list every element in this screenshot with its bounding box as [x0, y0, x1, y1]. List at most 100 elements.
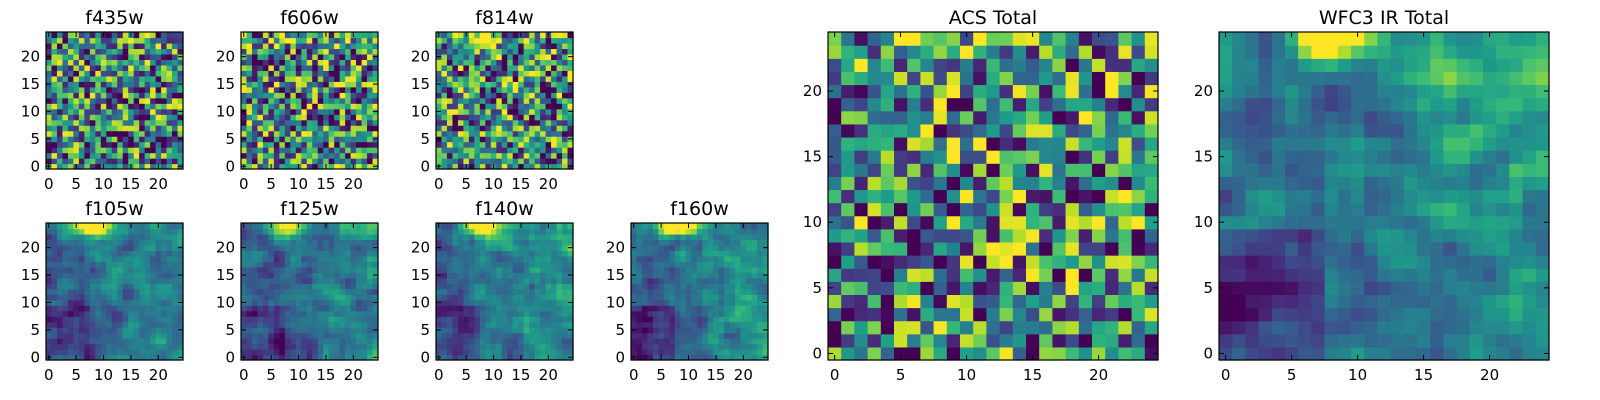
- heatmap-cell: [468, 48, 475, 55]
- heatmap-cell: [273, 349, 280, 356]
- heatmap-cell: [1012, 307, 1027, 322]
- heatmap-cell: [496, 349, 503, 356]
- heatmap-cell: [523, 250, 530, 257]
- heatmap-cell: [680, 250, 687, 257]
- heatmap-cell: [246, 310, 253, 317]
- heatmap-cell: [62, 239, 69, 246]
- heatmap-cell: [155, 349, 162, 356]
- heatmap-cell: [334, 53, 341, 60]
- heatmap-cell: [268, 81, 275, 88]
- heatmap-cell: [290, 255, 297, 262]
- heatmap-cell: [367, 283, 374, 290]
- heatmap-cell: [534, 283, 541, 290]
- heatmap-cell: [545, 158, 552, 165]
- heatmap-cell: [144, 233, 151, 241]
- heatmap-cell: [663, 233, 670, 241]
- heatmap-cell: [246, 294, 253, 301]
- y-tick-label: 10: [21, 293, 40, 311]
- heatmap-cell: [729, 332, 736, 339]
- heatmap-cell: [89, 239, 96, 246]
- heatmap-cell: [51, 108, 58, 115]
- heatmap-cell: [534, 75, 541, 82]
- heatmap-cell: [56, 310, 64, 317]
- heatmap-cell: [1118, 281, 1133, 295]
- heatmap-cell: [518, 277, 525, 284]
- heatmap-cell: [663, 283, 670, 290]
- heatmap-cell: [907, 307, 921, 322]
- heatmap-cell: [551, 37, 558, 44]
- heatmap-cell: [452, 266, 459, 273]
- heatmap-cell: [1012, 202, 1027, 217]
- axes-frame: [240, 31, 379, 170]
- heatmap-cell: [328, 163, 335, 170]
- heatmap-cell: [636, 354, 643, 361]
- heatmap-cell: [339, 163, 346, 170]
- heatmap-cell: [496, 103, 503, 110]
- heatmap-cell: [345, 277, 352, 284]
- heatmap-cell: [894, 189, 908, 204]
- heatmap-cell: [290, 147, 297, 154]
- heatmap-cell: [279, 32, 286, 39]
- heatmap-cell: [306, 239, 313, 246]
- heatmap-cell: [106, 343, 113, 350]
- heatmap-cell: [161, 53, 168, 60]
- heatmap-cell: [128, 42, 135, 50]
- heatmap-cell: [144, 141, 151, 148]
- heatmap-cell: [295, 48, 302, 55]
- heatmap-cell: [56, 163, 64, 170]
- heatmap-cell: [641, 349, 649, 356]
- heatmap-cell: [485, 332, 492, 339]
- heatmap-cell: [177, 228, 184, 235]
- heatmap-cell: [534, 32, 541, 39]
- heatmap-cell: [441, 228, 448, 235]
- heatmap-cell: [356, 299, 363, 306]
- heatmap-cell: [540, 266, 547, 273]
- heatmap-cell: [328, 310, 335, 317]
- heatmap-cell: [323, 277, 330, 284]
- heatmap-cell: [367, 244, 374, 251]
- heatmap-cell: [122, 228, 129, 235]
- heatmap-cell: [828, 150, 842, 164]
- heatmap-cell: [735, 288, 742, 295]
- heatmap-cell: [350, 272, 357, 279]
- heatmap-cell: [556, 152, 563, 159]
- heatmap-cell: [545, 239, 552, 246]
- heatmap-cell: [518, 255, 525, 262]
- heatmap-cell: [345, 266, 352, 273]
- heatmap-cell: [73, 338, 80, 345]
- panel-title: f140w: [475, 198, 534, 220]
- heatmap-cell: [894, 215, 908, 230]
- heatmap-cell: [691, 255, 698, 262]
- heatmap-cell: [457, 86, 464, 93]
- heatmap-cell: [496, 338, 503, 345]
- heatmap-cell: [841, 202, 855, 217]
- heatmap-cell: [735, 250, 742, 257]
- heatmap-cell: [562, 327, 569, 334]
- heatmap-cell: [84, 130, 91, 137]
- heatmap-cell: [636, 272, 643, 279]
- heatmap-cell: [177, 37, 184, 44]
- heatmap-cell: [84, 125, 91, 132]
- heatmap-cell: [474, 283, 481, 290]
- heatmap-cell: [567, 103, 574, 110]
- heatmap-cell: [284, 338, 291, 345]
- heatmap-cell: [306, 244, 313, 251]
- heatmap-cell: [1105, 320, 1119, 335]
- heatmap-cell: [540, 59, 547, 66]
- heatmap-cell: [556, 32, 563, 39]
- heatmap-cell: [567, 92, 574, 99]
- heatmap-cell: [257, 316, 264, 323]
- heatmap-cell: [556, 261, 563, 268]
- heatmap-cell: [641, 343, 649, 350]
- heatmap-cell: [73, 261, 80, 268]
- heatmap-cell: [1052, 320, 1067, 335]
- heatmap-cell: [295, 152, 302, 159]
- heatmap-cell: [62, 59, 69, 66]
- heatmap-cell: [1131, 255, 1146, 269]
- heatmap-cell: [73, 130, 80, 137]
- heatmap-cell: [155, 338, 162, 345]
- heatmap-cell: [301, 81, 308, 88]
- heatmap-cell: [117, 130, 124, 137]
- heatmap-cell: [702, 294, 709, 301]
- heatmap-cell: [117, 250, 124, 257]
